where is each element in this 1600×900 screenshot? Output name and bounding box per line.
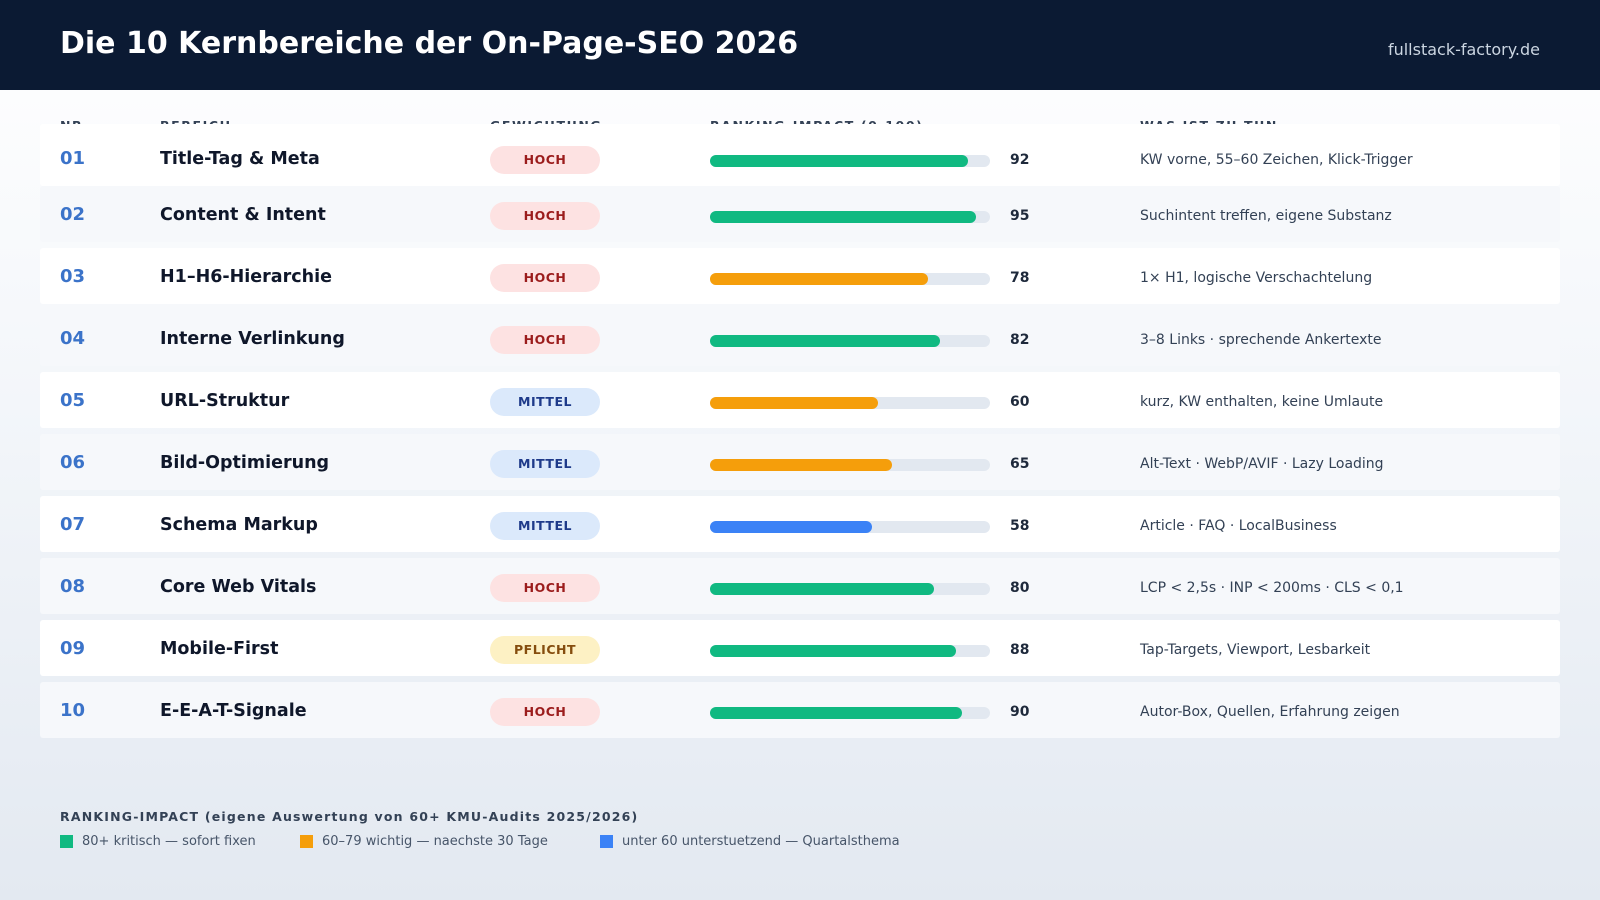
row-number: 03 [60,266,86,287]
table-row: 01 Title-Tag & Meta HOCH 92 KW vorne, 55–60 … [40,124,1560,186]
row-todo: LCP < 2,5s · INP < 200ms · CLS < 0,1 [1140,580,1404,596]
row-todo: Article · FAQ · LocalBusiness [1140,518,1337,534]
weight-badge: MITTEL [490,512,600,540]
impact-score: 90 [1010,704,1030,720]
row-todo: KW vorne, 55–60 Zeichen, Klick-Trigger [1140,152,1413,168]
impact-bar-track [710,583,990,595]
impact-bar-track [710,707,990,719]
row-area: Content & Intent [160,205,326,225]
legend-label: unter 60 unterstuetzend — Quartalsthema [622,834,900,849]
row-number: 10 [60,700,86,721]
impact-bar-track [710,155,990,167]
weight-badge: HOCH [490,326,600,354]
row-number: 09 [60,638,86,659]
row-todo: 1× H1, logische Verschachtelung [1140,270,1373,286]
row-area: Bild-Optimierung [160,453,330,473]
table-row: 09 Mobile-First PFLICHT 88 Tap-Targets, View… [40,620,1560,676]
weight-badge: PFLICHT [490,636,600,664]
row-number: 08 [60,576,86,597]
weight-badge: MITTEL [490,450,600,478]
impact-bar-track [710,397,990,409]
row-area: Core Web Vitals [160,577,317,597]
table-row: 04 Interne Verlinkung HOCH 82 3–8 Links · sp… [40,310,1560,366]
impact-bar [710,211,976,223]
impact-bar [710,583,934,595]
row-area: Mobile-First [160,639,279,659]
table-row: 02 Content & Intent HOCH 95 Suchintent treff… [40,186,1560,242]
impact-bar-track [710,645,990,657]
row-area: E-E-A-T-Signale [160,701,307,721]
impact-score: 80 [1010,580,1030,596]
impact-bar [710,707,962,719]
table-row: 08 Core Web Vitals HOCH 80 LCP < 2,5s · INP … [40,558,1560,614]
impact-bar-track [710,335,990,347]
impact-bar-track [710,521,990,533]
weight-badge: HOCH [490,202,600,230]
weight-badge: HOCH [490,264,600,292]
row-area: Interne Verlinkung [160,329,345,349]
row-todo: 3–8 Links · sprechende Ankertexte [1140,332,1382,348]
table-row: 07 Schema Markup MITTEL 58 Article · FAQ · L… [40,496,1560,552]
impact-score: 60 [1010,394,1030,410]
impact-score: 78 [1010,270,1030,286]
page-header: Die 10 Kernbereiche der On-Page-SEO 2026… [0,0,1600,90]
row-number: 04 [60,328,86,349]
row-todo: Autor-Box, Quellen, Erfahrung zeigen [1140,704,1400,720]
impact-score: 88 [1010,642,1030,658]
row-number: 05 [60,390,86,411]
impact-score: 92 [1010,152,1030,168]
site-domain: fullstack-factory.de [1387,40,1540,59]
legend: 80+ kritisch — sofort fixen 60–79 wichtig… [60,834,1060,850]
impact-bar [710,273,929,285]
impact-bar [710,645,957,657]
weight-badge: HOCH [490,146,600,174]
legend-swatch [600,835,613,848]
legend-title: RANKING-IMPACT (eigene Auswertung von 60… [60,809,639,824]
row-area: Title-Tag & Meta [160,149,320,169]
row-area: URL-Struktur [160,391,290,411]
impact-bar [710,155,968,167]
row-todo: Tap-Targets, Viewport, Lesbarkeit [1140,642,1371,658]
table-row: 03 H1–H6-Hierarchie HOCH 78 1× H1, logische … [40,248,1560,304]
impact-bar [710,459,892,471]
row-todo: Alt-Text · WebP/AVIF · Lazy Loading [1140,456,1384,472]
row-number: 01 [60,148,86,169]
impact-bar [710,521,873,533]
table-row: 06 Bild-Optimierung MITTEL 65 Alt-Text · Web… [40,434,1560,490]
table-row: 05 URL-Struktur MITTEL 60 kurz, KW enthalten… [40,372,1560,428]
row-todo: Suchintent treffen, eigene Substanz [1140,208,1392,224]
weight-badge: HOCH [490,698,600,726]
legend-swatch [60,835,73,848]
row-todo: kurz, KW enthalten, keine Umlaute [1140,394,1384,410]
weight-badge: MITTEL [490,388,600,416]
row-area: Schema Markup [160,515,318,535]
impact-score: 65 [1010,456,1030,472]
impact-bar-track [710,211,990,223]
table-row: 10 E-E-A-T-Signale HOCH 90 Autor-Box, Quelle… [40,682,1560,738]
impact-score: 82 [1010,332,1030,348]
row-number: 02 [60,204,86,225]
impact-score: 58 [1010,518,1030,534]
impact-bar [710,397,878,409]
impact-bar [710,335,940,347]
legend-swatch [300,835,313,848]
row-number: 06 [60,452,86,473]
row-number: 07 [60,514,86,535]
impact-score: 95 [1010,208,1030,224]
page-title: Die 10 Kernbereiche der On-Page-SEO 2026 [60,26,799,61]
legend-label: 80+ kritisch — sofort fixen [82,834,256,849]
legend-label: 60–79 wichtig — naechste 30 Tage [322,834,548,849]
row-area: H1–H6-Hierarchie [160,267,332,287]
impact-bar-track [710,273,990,285]
weight-badge: HOCH [490,574,600,602]
impact-bar-track [710,459,990,471]
